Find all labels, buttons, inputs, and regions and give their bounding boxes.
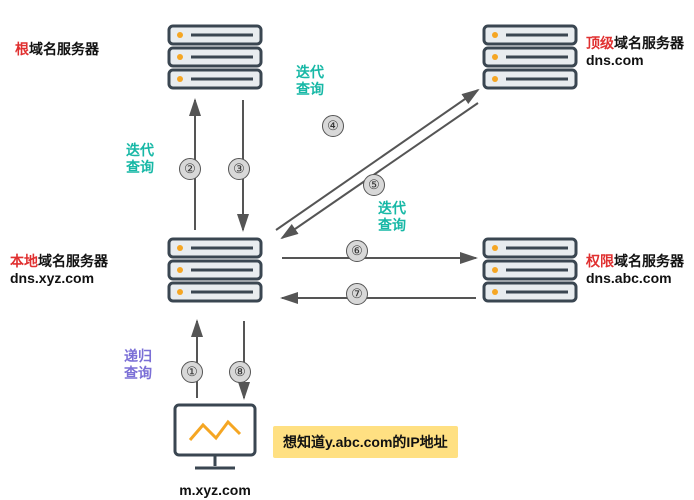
auth-dns-subtitle: dns.abc.com	[586, 270, 684, 286]
local-dns-label: 本地域名服务器 dns.xyz.com	[10, 252, 108, 286]
dns-resolution-diagram: 根域名服务器 顶级域名服务器 dns.com 本地域名服务器 dns.xyz.c…	[0, 0, 694, 500]
step-8: ⑧	[229, 361, 251, 383]
client-node: m.xyz.com	[170, 400, 260, 498]
auth-dns-title-red: 权限	[586, 253, 614, 269]
step-1: ①	[181, 361, 203, 383]
local-dns-title-red: 本地	[10, 253, 38, 269]
step-4: ④	[322, 115, 344, 137]
root-dns-label: 根域名服务器	[15, 40, 99, 59]
auth-dns-node	[480, 235, 580, 310]
auth-dns-title-rest: 域名服务器	[614, 253, 684, 269]
server-icon	[480, 22, 580, 92]
auth-dns-label: 权限域名服务器 dns.abc.com	[586, 252, 684, 286]
iterative-label-1: 迭代 查询	[126, 142, 154, 176]
server-icon	[480, 235, 580, 305]
tld-dns-label: 顶级域名服务器 dns.com	[586, 34, 684, 68]
iterative-label-3: 迭代 查询	[378, 200, 406, 234]
root-dns-title-red: 根	[15, 41, 29, 57]
step-7: ⑦	[346, 283, 368, 305]
monitor-icon	[170, 400, 260, 475]
step-6: ⑥	[346, 240, 368, 262]
tld-dns-title-rest: 域名服务器	[614, 35, 684, 51]
recursive-label: 递归 查询	[124, 348, 152, 382]
step-5: ⑤	[363, 174, 385, 196]
tld-dns-subtitle: dns.com	[586, 52, 684, 68]
arrow-4	[276, 90, 478, 230]
local-dns-title-rest: 域名服务器	[38, 253, 108, 269]
local-dns-subtitle: dns.xyz.com	[10, 270, 108, 286]
query-goal-box: 想知道y.abc.com的IP地址	[273, 426, 458, 458]
root-dns-node	[165, 22, 265, 97]
root-dns-title-rest: 域名服务器	[29, 41, 99, 57]
server-icon	[165, 22, 265, 92]
local-dns-node	[165, 235, 265, 310]
step-3: ③	[228, 158, 250, 180]
step-2: ②	[179, 158, 201, 180]
iterative-label-2: 迭代 查询	[296, 64, 324, 98]
tld-dns-node	[480, 22, 580, 97]
tld-dns-title-red: 顶级	[586, 35, 614, 51]
server-icon	[165, 235, 265, 305]
client-hostname: m.xyz.com	[170, 482, 260, 498]
